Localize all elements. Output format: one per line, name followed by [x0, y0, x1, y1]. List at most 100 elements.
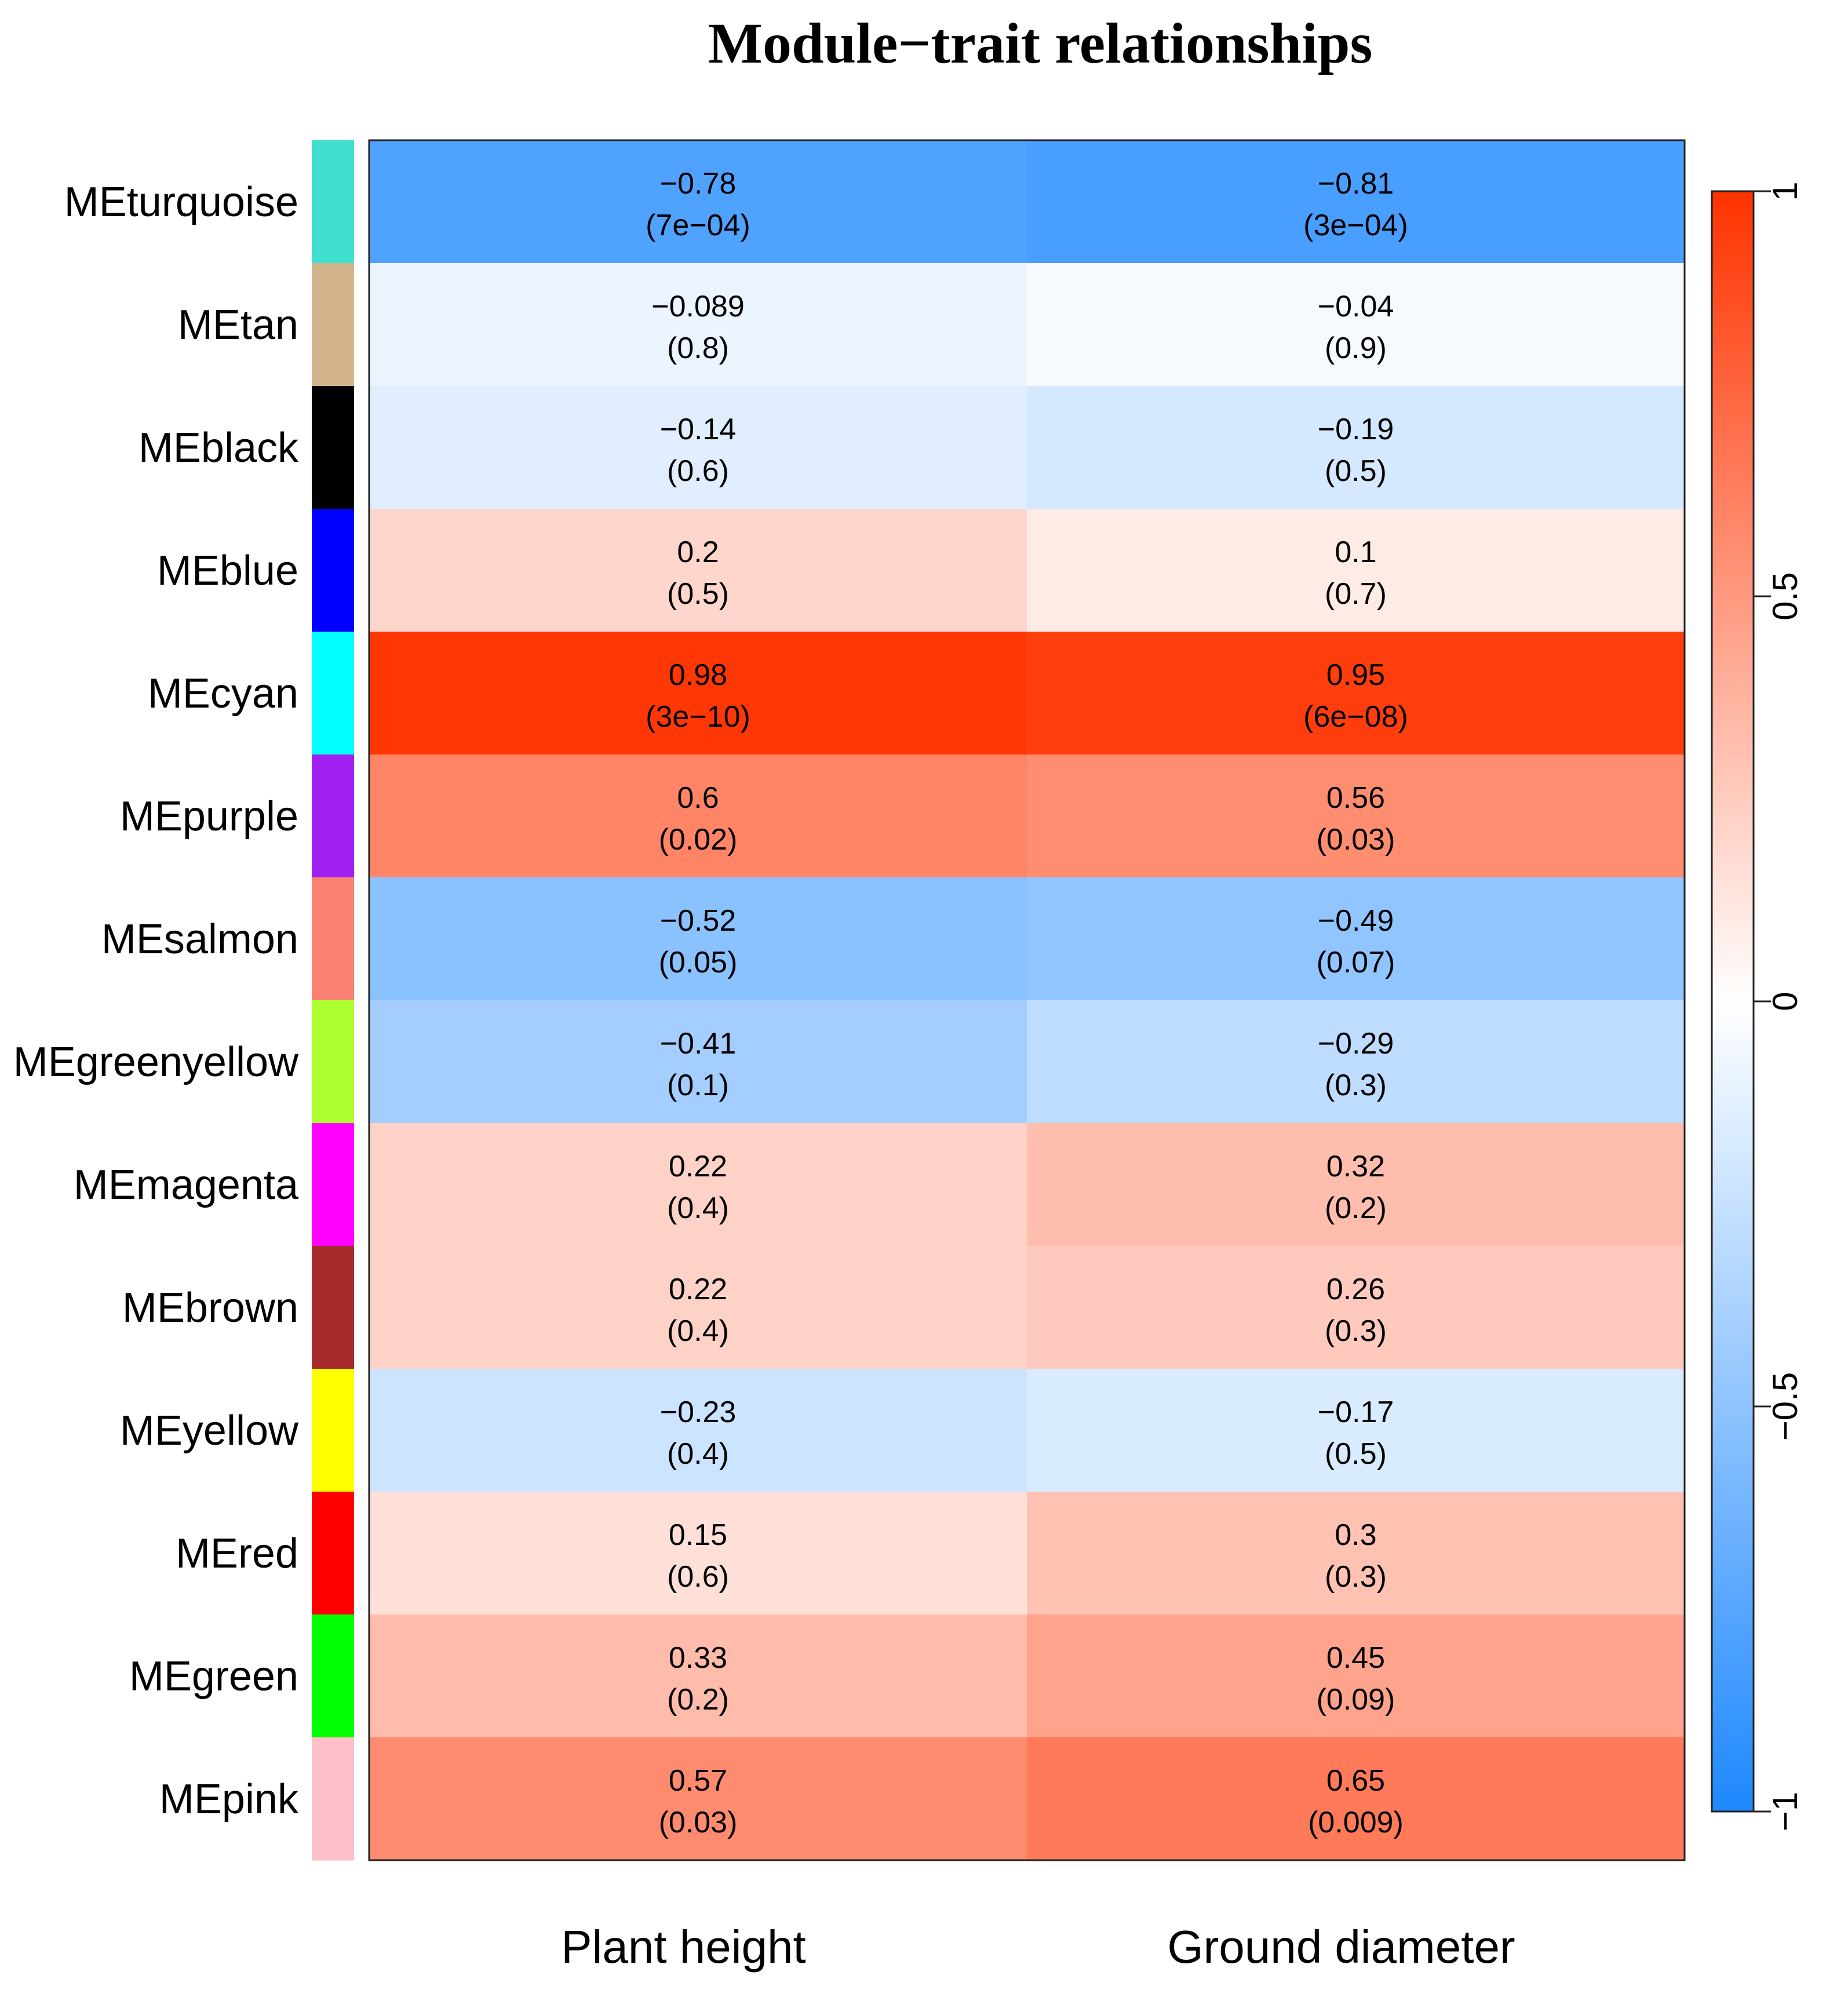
module-labels: MEturquoise MEtan MEblack MEblue MEcyan MEpur…: [13, 179, 299, 1823]
cell-pvalue: (3e−10): [646, 700, 750, 734]
cell-pvalue: (0.2): [667, 1683, 729, 1716]
cell-correlation: 0.57: [669, 1764, 727, 1798]
cell-correlation: 0.15: [669, 1518, 727, 1552]
heatmap-cell: [369, 632, 1027, 755]
module-label: MEblue: [157, 548, 298, 594]
cell-correlation: 0.26: [1326, 1273, 1385, 1306]
cell-pvalue: (0.03): [659, 1806, 738, 1839]
module-color-swatch: [312, 263, 354, 387]
scale-tick-label: −1: [1766, 1792, 1805, 1831]
heatmap-cell: [369, 1246, 1027, 1369]
chart-title: Module−trait relationships: [708, 11, 1373, 75]
cell-pvalue: (0.4): [667, 1314, 729, 1348]
cell-correlation: −0.78: [660, 167, 737, 201]
cell-pvalue: (0.009): [1308, 1806, 1404, 1839]
cell-correlation: −0.52: [660, 904, 737, 938]
heatmap-cell: [1027, 1737, 1685, 1861]
module-label: MEgreen: [129, 1653, 298, 1700]
module-label: MEsalmon: [101, 916, 298, 963]
trait-label: Plant height: [561, 1921, 806, 1973]
color-scale-bar: [1711, 190, 1755, 1813]
module-label: MEred: [176, 1530, 298, 1577]
module-color-swatch: [312, 877, 354, 1001]
module-label: MEmagenta: [74, 1162, 299, 1208]
cell-correlation: 0.56: [1326, 781, 1385, 815]
cell-pvalue: (6e−08): [1303, 700, 1408, 734]
cell-correlation: −0.41: [660, 1027, 737, 1060]
cell-correlation: 0.3: [1335, 1518, 1376, 1552]
module-label: MEyellow: [120, 1408, 299, 1454]
module-color-swatch: [312, 140, 354, 264]
heatmap-cell: [1027, 1614, 1685, 1738]
cell-pvalue: (0.3): [1325, 1560, 1387, 1594]
heatmap-cell: [369, 755, 1027, 878]
heatmap-cell: [1027, 1123, 1685, 1247]
heatmap-cell: [1027, 509, 1685, 632]
heatmap-cell: [1027, 755, 1685, 878]
cell-correlation: −0.23: [660, 1395, 737, 1429]
cell-pvalue: (0.03): [1317, 823, 1395, 856]
cell-correlation: 0.45: [1326, 1641, 1385, 1675]
heatmap-cell: [369, 263, 1027, 387]
cell-correlation: −0.81: [1318, 167, 1394, 201]
cell-correlation: −0.17: [1318, 1395, 1394, 1429]
heatmap-cell: [1027, 877, 1685, 1001]
heatmap-cell: [369, 1614, 1027, 1738]
scale-tick-label: 0.5: [1766, 572, 1805, 620]
cell-pvalue: (0.2): [1325, 1191, 1387, 1225]
module-color-swatch: [312, 755, 354, 878]
cell-correlation: −0.04: [1318, 290, 1394, 323]
heatmap-cell: [1027, 632, 1685, 755]
heatmap-cell: [369, 1492, 1027, 1615]
heatmap-cell: [1027, 1492, 1685, 1615]
cell-pvalue: (0.5): [1325, 454, 1387, 488]
heatmap-cell: [369, 140, 1027, 264]
heatmap-cell: [369, 386, 1027, 509]
cell-correlation: 0.2: [677, 535, 719, 569]
cell-pvalue: (0.6): [667, 454, 729, 488]
heatmap-cell: [1027, 263, 1685, 387]
cell-pvalue: (0.05): [659, 946, 738, 979]
color-scale-legend: −1 −0.5 0 0.5 1: [1711, 181, 1805, 1831]
heatmap-cell: [369, 1000, 1027, 1124]
module-color-swatch: [312, 1369, 354, 1492]
cell-pvalue: (3e−04): [1303, 209, 1408, 242]
cell-pvalue: (0.02): [659, 823, 738, 856]
cell-pvalue: (0.3): [1325, 1314, 1387, 1348]
trait-labels: Plant height Ground diameter: [561, 1921, 1515, 1973]
heatmap-cell: [369, 877, 1027, 1001]
module-color-swatch: [312, 509, 354, 632]
scale-tick-label: −0.5: [1766, 1372, 1805, 1441]
heatmap-cell: [1027, 1000, 1685, 1124]
heatmap-cell: [1027, 1246, 1685, 1369]
cell-pvalue: (0.6): [667, 1560, 729, 1594]
cell-correlation: 0.22: [669, 1150, 727, 1183]
module-label: MEbrown: [122, 1285, 298, 1331]
cell-correlation: −0.14: [660, 413, 737, 446]
cell-pvalue: (0.09): [1317, 1683, 1395, 1716]
cell-pvalue: (0.8): [667, 331, 729, 365]
heatmap-cell: [1027, 1369, 1685, 1492]
trait-label: Ground diameter: [1167, 1921, 1515, 1973]
module-label: MEgreenyellow: [13, 1039, 299, 1085]
cell-correlation: 0.65: [1326, 1764, 1385, 1798]
heatmap-cell: [369, 1737, 1027, 1861]
cell-correlation: 0.95: [1326, 658, 1385, 692]
cell-correlation: 0.98: [669, 658, 727, 692]
cell-correlation: 0.33: [669, 1641, 727, 1675]
module-color-swatch: [312, 1737, 354, 1861]
heatmap-cell-texts: −0.78 (7e−04) −0.81 (3e−04) −0.089 (0.8) −0.04…: [646, 167, 1408, 1839]
heatmap-cells: [369, 140, 1685, 1861]
heatmap-cell: [1027, 140, 1685, 264]
module-color-swatch: [312, 1246, 354, 1369]
module-label: MEcyan: [148, 670, 298, 717]
cell-pvalue: (0.9): [1325, 331, 1387, 365]
cell-pvalue: (0.5): [1325, 1437, 1387, 1471]
heatmap-cell: [1027, 386, 1685, 509]
heatmap-border: [368, 139, 1686, 1861]
cell-pvalue: (0.4): [667, 1437, 729, 1471]
module-color-swatch: [312, 632, 354, 755]
cell-correlation: −0.19: [1318, 413, 1394, 446]
module-label: MEturquoise: [64, 179, 298, 225]
